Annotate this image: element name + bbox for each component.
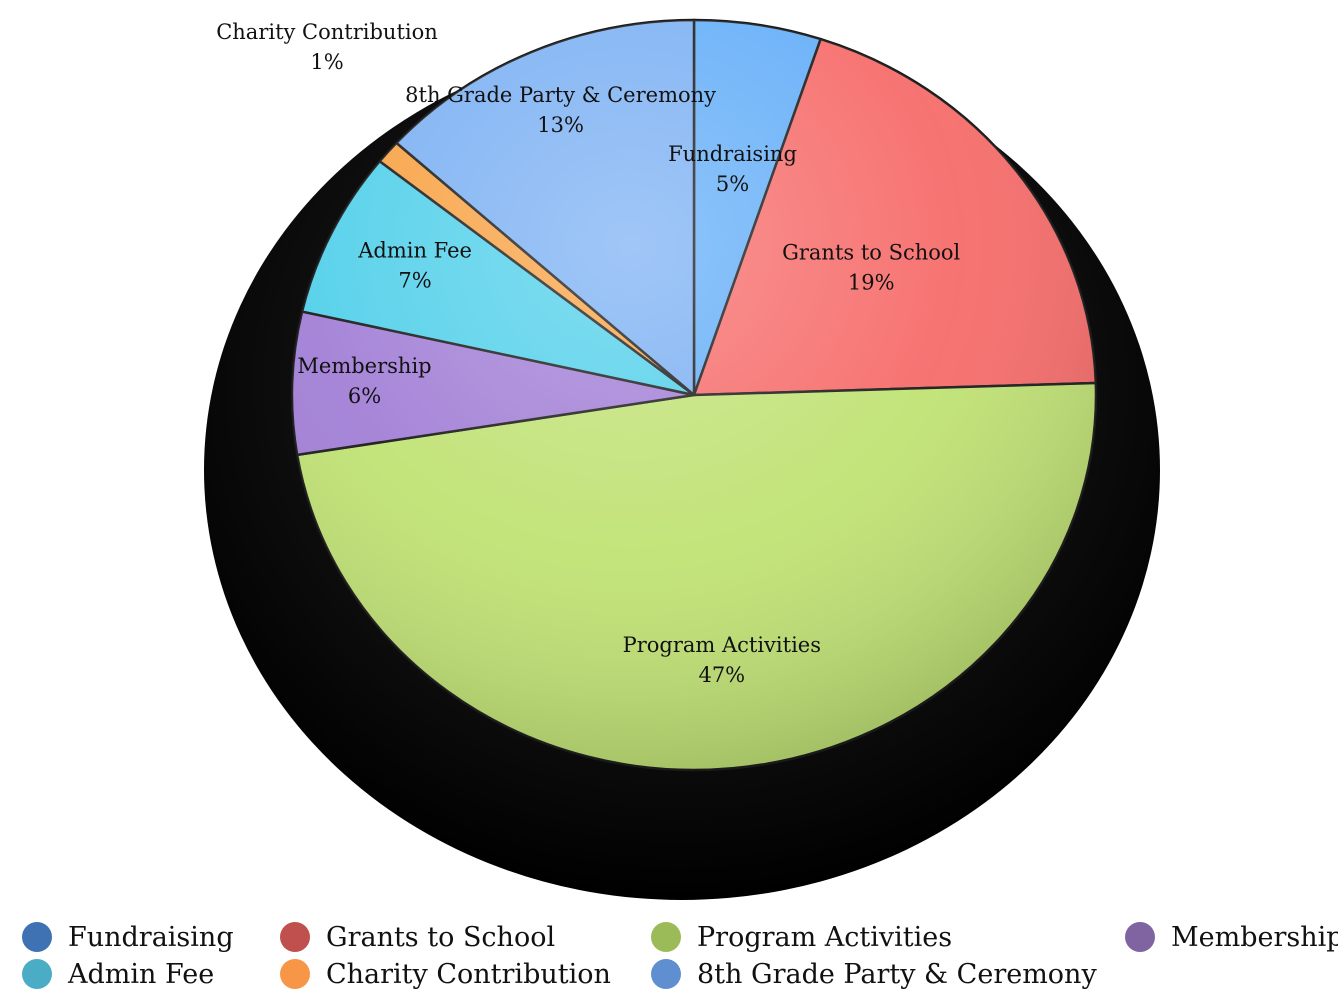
legend-item-membership[interactable]: Membership <box>1125 920 1338 954</box>
legend-item-charity-contribution[interactable]: Charity Contribution <box>280 957 611 991</box>
slice-label-name-program-activities: Program Activities <box>623 633 821 657</box>
legend-item-admin-fee[interactable]: Admin Fee <box>22 957 214 991</box>
slice-label-pct-membership: 6% <box>348 384 381 408</box>
legend-item-program-activities[interactable]: Program Activities <box>651 920 952 954</box>
slice-label-name-8th-grade-party-and-ceremony: 8th Grade Party & Ceremony <box>405 83 716 107</box>
slice-label-name-grants-to-school: Grants to School <box>782 241 960 265</box>
legend-label-membership: Membership <box>1171 921 1338 953</box>
slice-label-pct-grants-to-school: 19% <box>848 271 895 295</box>
slice-label-name-fundraising: Fundraising <box>668 142 797 166</box>
slice-label-name-membership: Membership <box>297 354 431 378</box>
legend-swatch-grants-to-school <box>280 922 310 952</box>
legend-label-admin-fee: Admin Fee <box>68 958 215 990</box>
legend-label-charity-contribution: Charity Contribution <box>326 958 611 990</box>
labels-layer: Fundraising 5% Grants to School 19% Program … <box>216 20 960 687</box>
legend-swatch-program-activities <box>651 922 681 952</box>
legend-item-fundraising[interactable]: Fundraising <box>22 920 234 954</box>
slice-label-pct-admin-fee: 7% <box>398 269 431 293</box>
legend-label-fundraising: Fundraising <box>68 921 234 953</box>
legend-label-program-activities: Program Activities <box>697 921 953 953</box>
legend-label-8th-grade-party: 8th Grade Party & Ceremony <box>697 958 1097 990</box>
legend-item-grants-to-school[interactable]: Grants to School <box>280 920 555 954</box>
legend-swatch-membership <box>1125 922 1155 952</box>
pie-chart-svg: Fundraising 5% Grants to School 19% Program … <box>204 18 1160 900</box>
slice-label-name-admin-fee: Admin Fee <box>357 239 472 263</box>
slice-label-pct-8th-grade-party-and-ceremony: 13% <box>537 113 584 137</box>
slices-layer <box>290 18 1098 772</box>
slice-label-pct-program-activities: 47% <box>698 663 745 687</box>
legend-swatch-8th-grade-party <box>651 959 681 989</box>
legend: Fundraising Admin Fee Grants to School C… <box>0 918 1338 991</box>
legend-swatch-admin-fee <box>22 959 52 989</box>
legend-label-grants-to-school: Grants to School <box>326 921 556 953</box>
legend-item-8th-grade-party[interactable]: 8th Grade Party & Ceremony <box>651 957 1097 991</box>
legend-swatch-charity-contribution <box>280 959 310 989</box>
slice-label-name-charity-contribution: Charity Contribution <box>216 20 438 44</box>
legend-swatch-fundraising <box>22 922 52 952</box>
slice-label-pct-fundraising: 5% <box>716 172 749 196</box>
slice-label-pct-charity-contribution: 1% <box>310 50 343 74</box>
